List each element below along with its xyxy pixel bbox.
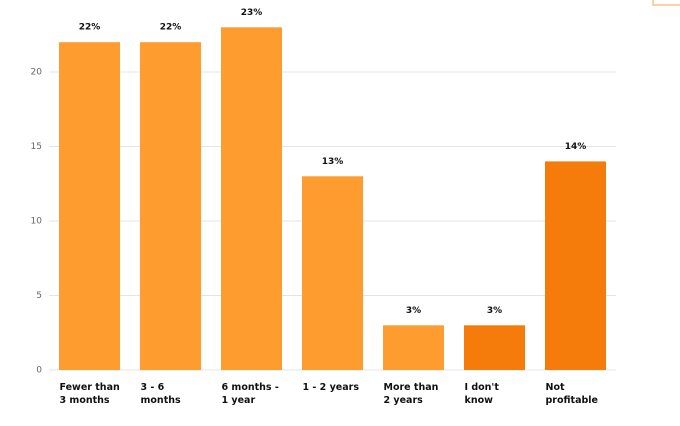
y-tick-label: 0 — [36, 366, 42, 376]
x-tick-label: 3 - 6 months — [140, 382, 181, 406]
bar — [545, 161, 606, 370]
value-label: 3% — [487, 306, 502, 316]
value-label: 22% — [79, 23, 101, 33]
x-tick-label: I don't know — [464, 382, 499, 406]
value-label: 22% — [160, 23, 182, 33]
value-label: 14% — [565, 142, 587, 152]
bar — [140, 42, 201, 370]
value-label: 23% — [241, 8, 263, 18]
bar — [464, 325, 525, 370]
x-tick-label: 1 - 2 years — [302, 382, 359, 393]
value-label: 3% — [406, 306, 421, 316]
bar — [221, 27, 282, 371]
x-tick-label: 6 months - 1 year — [221, 382, 279, 406]
x-tick-label: More than 2 years — [383, 382, 439, 406]
bar — [59, 42, 120, 370]
decoration — [652, 0, 680, 6]
bar — [302, 176, 363, 370]
x-tick-label: Not profitable — [545, 382, 599, 406]
y-tick-label: 20 — [31, 68, 43, 78]
y-tick-label: 10 — [31, 217, 43, 227]
x-tick-label: Fewer than 3 months — [59, 382, 120, 406]
y-tick-label: 5 — [36, 291, 42, 301]
y-tick-label: 15 — [31, 142, 42, 152]
value-label: 13% — [322, 157, 344, 167]
bar — [383, 325, 444, 370]
